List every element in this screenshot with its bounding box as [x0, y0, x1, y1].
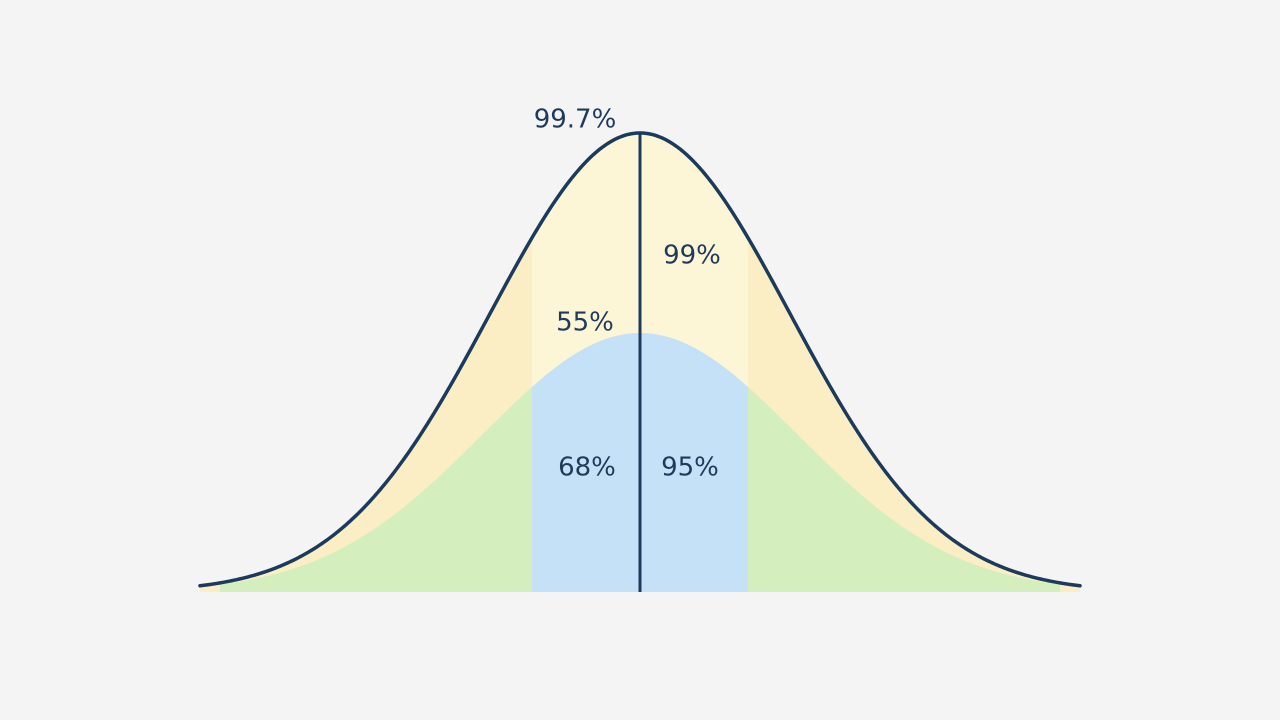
center-right-label: 95%	[661, 453, 719, 483]
upper-left-label: 55%	[556, 308, 614, 338]
curve-outline	[198, 131, 1082, 588]
center-left-label: 68%	[558, 453, 616, 483]
peak-label: 99.7%	[534, 105, 617, 135]
upper-right-label: 99%	[663, 241, 721, 271]
